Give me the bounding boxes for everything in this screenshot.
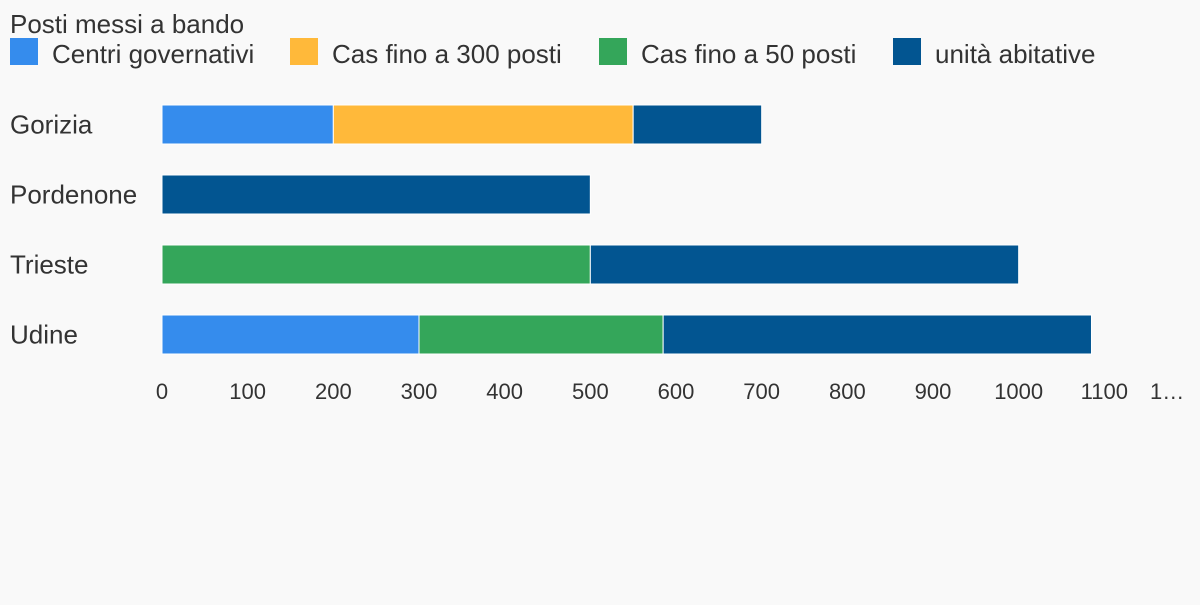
- x-tick-label: 800: [829, 379, 866, 404]
- legend-title: Posti messi a bando: [10, 9, 244, 39]
- category-label: Udine: [10, 320, 78, 350]
- legend-item: Cas fino a 50 posti: [599, 38, 856, 69]
- x-axis-ticks: 0 100 200 300 400 500 600 700 800 900 1000 1100 1…: [156, 379, 1184, 404]
- bar-segment: [161, 174, 591, 215]
- legend-item: unità abitative: [893, 38, 1095, 69]
- x-tick-label: 1…: [1150, 379, 1184, 404]
- x-tick-label: 700: [743, 379, 780, 404]
- bar-segment: [161, 104, 334, 145]
- category-label: Pordenone: [10, 180, 137, 210]
- bar-segment: [161, 244, 591, 285]
- category-label: Trieste: [10, 250, 89, 280]
- x-tick-label: 300: [401, 379, 438, 404]
- category-labels: Gorizia Pordenone Trieste Udine: [10, 110, 137, 350]
- bars: [161, 104, 1092, 355]
- legend-label: Cas fino a 300 posti: [332, 39, 562, 69]
- legend: Centri governativi Cas fino a 300 posti Ca…: [10, 38, 1095, 69]
- x-tick-label: 200: [315, 379, 352, 404]
- x-tick-label: 0: [156, 379, 168, 404]
- legend-swatch: [599, 38, 627, 65]
- legend-label: unità abitative: [935, 39, 1095, 69]
- x-tick-label: 900: [915, 379, 952, 404]
- x-tick-label: 1100: [1081, 379, 1128, 404]
- legend-item: Centri governativi: [10, 38, 254, 69]
- bar-segment: [418, 314, 664, 355]
- legend-item: Cas fino a 300 posti: [290, 38, 562, 69]
- x-tick-label: 500: [572, 379, 609, 404]
- bar-segment: [662, 314, 1092, 355]
- legend-swatch: [893, 38, 921, 65]
- x-tick-label: 100: [229, 379, 266, 404]
- legend-swatch: [290, 38, 318, 65]
- x-tick-label: 600: [658, 379, 695, 404]
- bar-segment: [632, 104, 763, 145]
- bar-segment: [589, 244, 1020, 285]
- legend-label: Cas fino a 50 posti: [641, 39, 856, 69]
- legend-label: Centri governativi: [52, 39, 254, 69]
- x-tick-label: 1000: [994, 379, 1043, 404]
- bar-segment: [161, 314, 420, 355]
- legend-swatch: [10, 38, 38, 65]
- category-label: Gorizia: [10, 110, 93, 140]
- x-tick-label: 400: [486, 379, 523, 404]
- bar-segment: [332, 104, 634, 145]
